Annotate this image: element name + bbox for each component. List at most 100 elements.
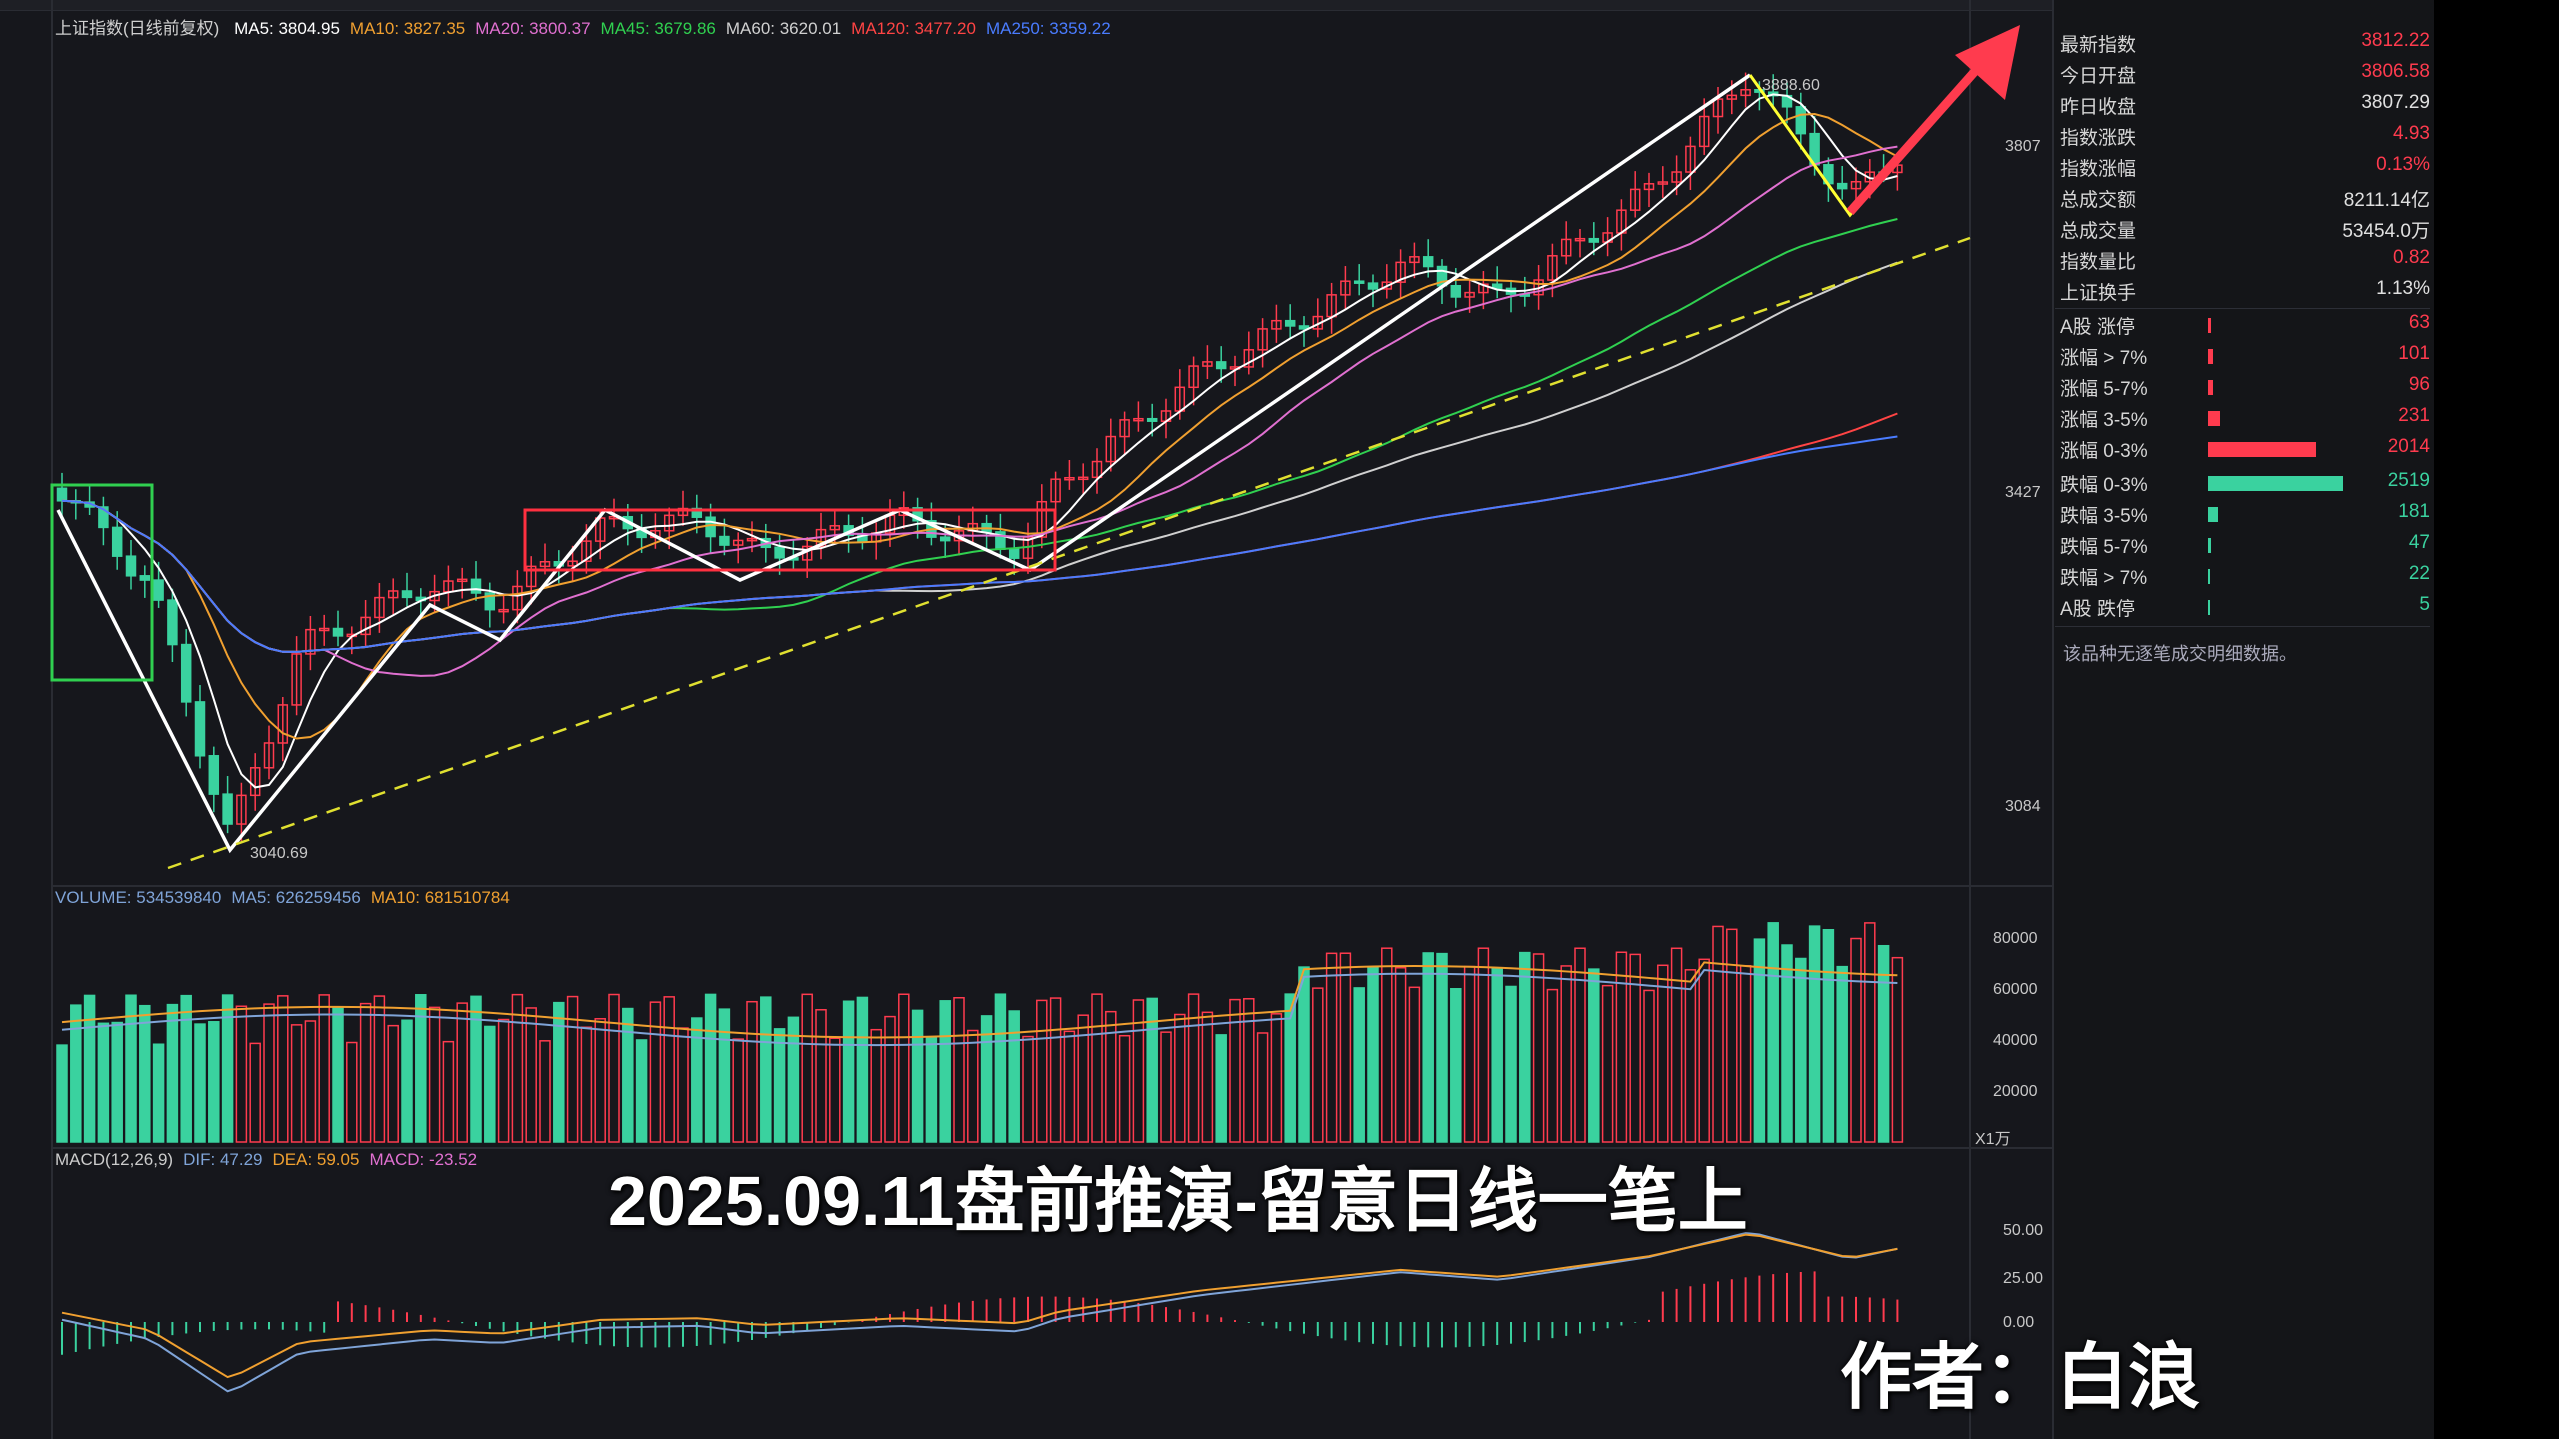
candle-body [1698, 115, 1710, 148]
candle-body [194, 701, 206, 757]
candle-body [663, 514, 675, 532]
volume-bar [1546, 988, 1559, 1143]
volume-bar [166, 1003, 179, 1143]
volume-bar [746, 1000, 758, 1143]
volume-bar [1118, 1034, 1131, 1143]
volume-bar [1408, 986, 1421, 1143]
volume-bar [1877, 944, 1890, 1143]
volume-bar [842, 1000, 855, 1143]
volume-bar [1505, 985, 1517, 1143]
price-tick: 3427 [2005, 484, 2041, 501]
breadth-row: 跌幅 3-5% 181 [2060, 501, 2430, 531]
volume-bar [1891, 956, 1904, 1143]
volume-bar [1712, 925, 1724, 1143]
quote-label: 最新指数 [2060, 35, 2137, 56]
volume-bar [1684, 969, 1697, 1143]
volume-bar [829, 1037, 841, 1143]
candle-body [1146, 417, 1158, 422]
ma-legend-item-0: MA5: 3804.95 [234, 19, 340, 38]
candle-body [1188, 365, 1199, 389]
volume-bar [773, 1028, 786, 1143]
candle-body [1119, 419, 1130, 438]
volume-bar [1187, 993, 1200, 1143]
macd-legend-item-2: DEA: 59.05 [272, 1150, 360, 1169]
volume-bar [318, 994, 330, 1143]
kline-chart[interactable]: 3888.60 3040.69 [0, 0, 2052, 1439]
volume-bar [1450, 988, 1462, 1143]
volume-bar [428, 1006, 441, 1143]
tick-note: 该品种无逐笔成交明细数据。 [2063, 644, 2297, 664]
bi-stroke-white [56, 73, 1751, 854]
volume-tick: 20000 [1993, 1083, 2038, 1100]
candle-body [1091, 460, 1103, 479]
volume-bar [967, 1029, 979, 1143]
candle-body [484, 592, 496, 611]
candle-body [1726, 94, 1738, 100]
breadth-row: 涨幅 3-5% 231 [2060, 405, 2430, 435]
quote-value: 3807.29 [2361, 92, 2430, 113]
macd-legend-item-0: MACD(12,26,9) [55, 1150, 174, 1169]
candle-body [1422, 256, 1434, 268]
quote-label: 上证换手 [2060, 283, 2137, 304]
candle-body [1008, 548, 1020, 559]
volume-bar [1215, 1034, 1227, 1143]
volume-bar [1077, 1014, 1089, 1143]
candle-body [1685, 145, 1696, 173]
ma-line [61, 261, 1898, 653]
candle-body [1257, 328, 1268, 351]
quote-label: 总成交量 [2060, 221, 2137, 242]
volume-bar [346, 1041, 358, 1143]
volume-bar [635, 1039, 648, 1143]
video-caption: 2025.09.11盘前推演-留意日线一笔上 [608, 1162, 1748, 1240]
quote-row: 指数涨幅 0.13% [2060, 154, 2430, 182]
main-chart-title: 上证指数(日线前复权) [55, 19, 220, 38]
candle-body [1588, 237, 1600, 243]
quote-row: 最新指数 3812.22 [2060, 30, 2430, 58]
candle-body [222, 793, 233, 825]
candle-body [429, 590, 440, 602]
quote-value: 0.82 [2393, 247, 2430, 268]
macd-legend: MACD(12,26,9) DIF: 47.29 DEA: 59.05 MACD: -… [55, 1150, 497, 1170]
breadth-value: 5 [2419, 594, 2430, 615]
volume-bar [525, 1007, 537, 1143]
breadth-row: 涨幅 > 7% 101 [2060, 343, 2430, 373]
candle-body [318, 627, 330, 632]
pivot-box-green [50, 483, 154, 682]
quote-label: 指数量比 [2060, 252, 2137, 273]
volume-bar [801, 993, 813, 1143]
low-price-label: 3040.69 [250, 845, 308, 862]
breadth-bar [2208, 476, 2343, 491]
breadth-label: 跌幅 5-7% [2060, 537, 2148, 558]
volume-bar [1753, 938, 1766, 1143]
quote-label: 总成交额 [2060, 190, 2137, 211]
volume-bar [980, 1015, 993, 1143]
breadth-bar [2208, 318, 2212, 333]
candle-body [263, 742, 275, 769]
ma-legend-item-3: MA45: 3679.86 [600, 19, 716, 38]
volume-bar [1574, 947, 1586, 1143]
breadth-bar [2208, 442, 2316, 457]
volume-bar [1739, 965, 1752, 1143]
breadth-value: 47 [2408, 532, 2430, 553]
volume-bar [97, 1022, 110, 1143]
candle-body [1215, 361, 1227, 370]
volume-bar [884, 1015, 896, 1143]
ma-legend-item-5: MA120: 3477.20 [851, 19, 976, 38]
volume-bar [1298, 966, 1310, 1143]
candle-body [111, 526, 123, 557]
candle-body [512, 585, 523, 611]
candle-body [581, 540, 592, 562]
candle-body [1629, 188, 1641, 211]
candle-body [1298, 325, 1310, 330]
volume-bar [1091, 993, 1103, 1143]
candle-body [1133, 417, 1144, 422]
candle-body [1850, 180, 1862, 190]
volume-bar [1174, 1013, 1186, 1143]
volume-bar [1146, 997, 1158, 1143]
volume-bar [815, 1009, 827, 1143]
candle-body [291, 653, 302, 706]
macd-dea [61, 1233, 1898, 1379]
volume-unit: X1万 [1975, 1131, 2011, 1148]
candle-body [1740, 89, 1751, 97]
volume-bar [180, 994, 192, 1143]
